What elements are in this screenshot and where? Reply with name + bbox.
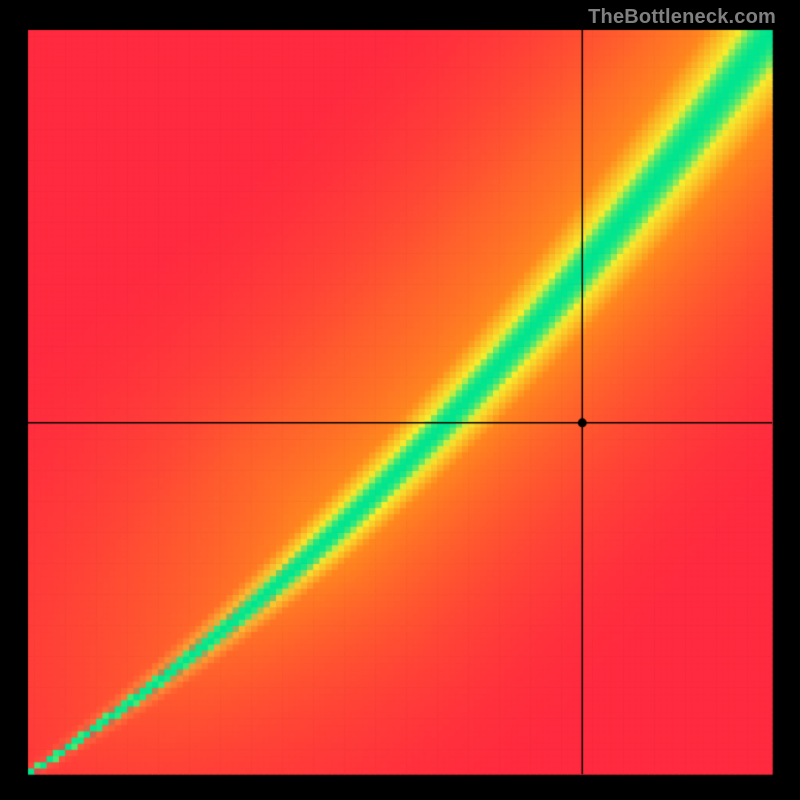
chart-container: TheBottleneck.com: [0, 0, 800, 800]
bottleneck-heatmap: [0, 0, 800, 800]
watermark-text: TheBottleneck.com: [588, 6, 776, 29]
